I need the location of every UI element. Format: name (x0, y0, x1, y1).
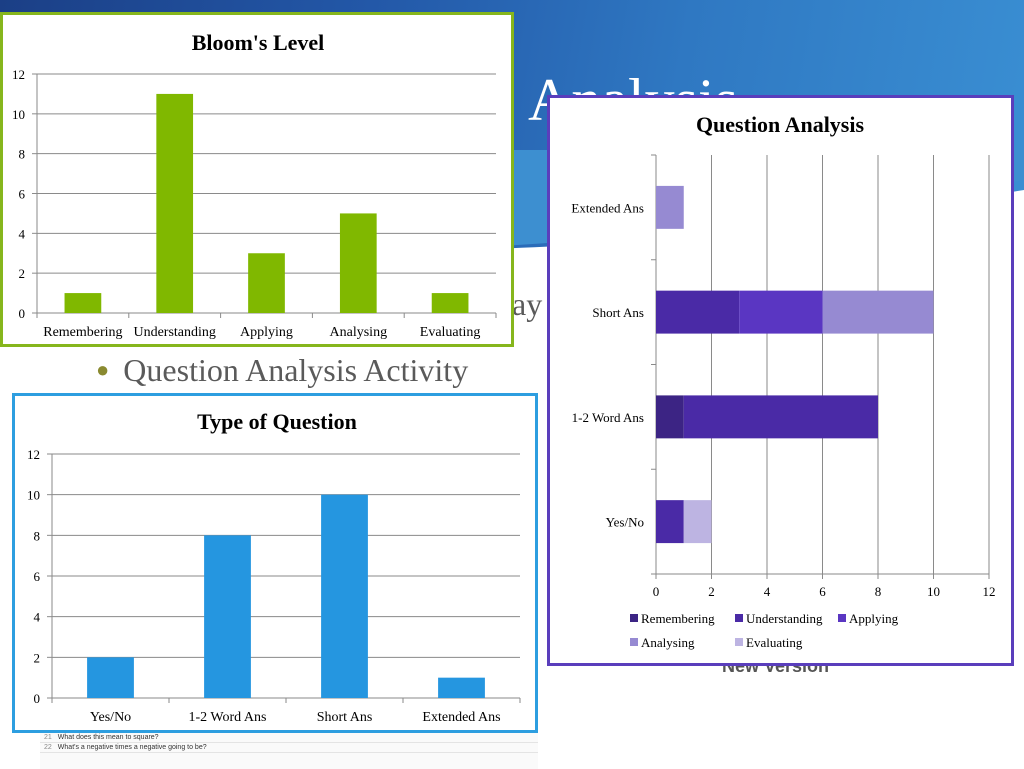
type-of-question-bar (321, 494, 368, 698)
question-analysis-y-tick-label: Extended Ans (571, 200, 644, 215)
question-analysis-legend-label: Understanding (746, 611, 823, 626)
question-analysis-x-tick-label: 10 (927, 584, 940, 599)
blooms-level-x-tick-label: Evaluating (420, 325, 481, 340)
question-analysis-bar-segment (656, 500, 684, 544)
blooms-level-y-tick-label: 0 (19, 306, 26, 321)
type-of-question-chart: Type of Question 0 2 4 6 8 10 12 Yes/No 1-2 Word … (12, 393, 538, 733)
question-analysis-legend-label: Evaluating (746, 635, 803, 650)
blooms-level-y-tick-label: 10 (12, 107, 25, 122)
question-analysis-chart: Question Analysis 0 2 4 6 8 10 12 Yes/No 1-2 Word… (547, 95, 1014, 666)
question-analysis-bar-segment (739, 290, 823, 334)
type-of-question-y-tick-label: 8 (34, 528, 41, 543)
question-analysis-chart-title: Question Analysis (696, 112, 865, 137)
question-analysis-chart-svg: Question Analysis 0 2 4 6 8 10 12 Yes/No 1-2 Word… (571, 112, 996, 650)
blooms-level-bar (431, 293, 469, 313)
type-of-question-chart-title: Type of Question (197, 409, 357, 434)
blooms-level-x-tick-label: Analysing (330, 325, 388, 340)
slide-bullet: ● Question Analysis Activity (96, 352, 468, 389)
question-analysis-legend-label: Remembering (641, 611, 715, 626)
question-analysis-bar-segment (822, 290, 934, 334)
type-of-question-y-tick-label: 0 (34, 691, 41, 706)
blooms-level-bar (339, 213, 377, 313)
type-of-question-bar (87, 657, 134, 698)
question-analysis-legend-swatch (630, 638, 638, 646)
question-analysis-y-tick-label: Short Ans (592, 305, 644, 320)
blooms-level-bar (156, 93, 194, 314)
sheet-row-text: What does this mean to square? (57, 734, 159, 741)
type-of-question-x-tick-label: Yes/No (90, 710, 131, 725)
blooms-level-y-tick-label: 4 (19, 226, 26, 241)
question-analysis-legend-label: Analysing (641, 635, 695, 650)
type-of-question-chart-svg: Type of Question 0 2 4 6 8 10 12 Yes/No 1-2 Word … (27, 409, 521, 725)
slide-bullet-partial: ay (512, 286, 543, 322)
blooms-level-x-tick-label: Remembering (43, 325, 122, 340)
question-analysis-y-tick-label: Yes/No (606, 515, 644, 530)
blooms-level-y-tick-label: 12 (12, 67, 25, 82)
blooms-level-y-tick-label: 8 (19, 147, 26, 162)
question-analysis-legend-swatch (630, 614, 638, 622)
type-of-question-y-tick-label: 4 (34, 610, 41, 625)
type-of-question-bar (438, 677, 485, 698)
slide-bullet-text: Question Analysis Activity (123, 352, 469, 388)
blooms-level-x-tick-label: Applying (240, 325, 293, 340)
blooms-level-y-tick-label: 2 (19, 266, 26, 281)
type-of-question-x-tick-label: Short Ans (317, 710, 373, 725)
question-analysis-bar-segment (656, 395, 684, 439)
question-analysis-x-tick-label: 12 (983, 584, 996, 599)
sheet-row: 22 What's a negative times a negative goi… (40, 743, 538, 753)
question-analysis-bar-segment (656, 290, 740, 334)
type-of-question-y-tick-label: 10 (27, 488, 40, 503)
sheet-row-number: 21 (44, 734, 52, 741)
blooms-level-chart-title: Bloom's Level (192, 30, 325, 55)
sheet-row-number: 22 (44, 744, 52, 751)
question-analysis-x-tick-label: 0 (653, 584, 660, 599)
question-analysis-bar-segment (656, 185, 684, 229)
blooms-level-bar (248, 253, 285, 313)
question-analysis-x-tick-label: 2 (708, 584, 715, 599)
question-analysis-legend-swatch (838, 614, 846, 622)
question-analysis-legend-swatch (735, 614, 743, 622)
type-of-question-bar (204, 535, 251, 698)
type-of-question-y-tick-label: 2 (34, 650, 41, 665)
sheet-row: 21 What does this mean to square? (40, 733, 538, 743)
blooms-level-chart: Bloom's Level 0 2 4 6 8 10 12 Remembering Underst… (0, 12, 514, 347)
question-analysis-x-tick-label: 8 (875, 584, 882, 599)
question-analysis-legend-label: Applying (849, 611, 899, 626)
blooms-level-chart-svg: Bloom's Level 0 2 4 6 8 10 12 Remembering Underst… (12, 30, 497, 340)
question-analysis-y-tick-label: 1-2 Word Ans (572, 410, 644, 425)
sheet-row-text: What's a negative times a negative going… (57, 744, 207, 751)
type-of-question-y-tick-label: 6 (34, 569, 41, 584)
blooms-level-bar (64, 293, 102, 313)
type-of-question-x-tick-label: Extended Ans (422, 710, 500, 725)
question-analysis-legend-swatch (735, 638, 743, 646)
spreadsheet-strip: 21 What does this mean to square? 22 What'… (40, 732, 538, 769)
droplet-bullet-icon: ● (96, 357, 110, 382)
question-analysis-bar-segment (683, 395, 878, 439)
type-of-question-x-tick-label: 1-2 Word Ans (189, 710, 267, 725)
question-analysis-bar-segment (683, 500, 712, 544)
blooms-level-x-tick-label: Understanding (133, 325, 215, 340)
type-of-question-y-tick-label: 12 (27, 447, 40, 462)
blooms-level-y-tick-label: 6 (19, 187, 26, 202)
question-analysis-x-tick-label: 6 (819, 584, 826, 599)
question-analysis-x-tick-label: 4 (764, 584, 771, 599)
